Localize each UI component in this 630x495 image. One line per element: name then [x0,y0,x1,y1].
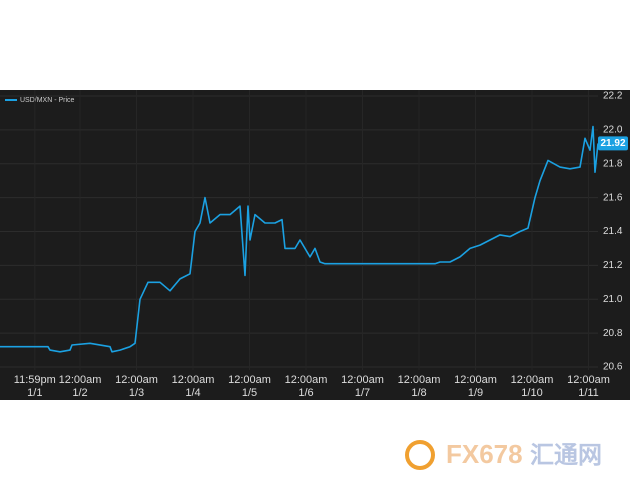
x-tick-label: 12:00am [454,374,497,386]
x-tick-label: 1/2 [72,387,87,399]
x-tick-label: 1/7 [355,387,370,399]
x-tick-label: 1/8 [411,387,426,399]
last-price-label: 21.92 [600,138,625,149]
x-tick-label: 1/3 [129,387,144,399]
chart-background [0,90,630,400]
y-tick-label: 21.0 [603,294,623,305]
y-tick-label: 21.2 [603,260,623,271]
x-tick-label: 12:00am [115,374,158,386]
x-tick-label: 12:00am [511,374,554,386]
y-tick-label: 21.8 [603,158,623,169]
watermark: FX678 汇通网 [405,439,602,470]
last-price-box [598,136,628,151]
watermark-logo [405,440,435,470]
y-tick-label: 22.0 [603,125,623,136]
y-tick-label: 20.6 [603,362,623,373]
price-line [0,125,599,353]
x-tick-label: 1/6 [298,387,313,399]
x-tick-label: 12:00am [172,374,215,386]
x-tick-label: 1/9 [468,387,483,399]
x-tick-label: 12:00am [398,374,441,386]
x-tick-label: 1/10 [521,387,542,399]
x-tick-label: 1/11 [578,387,599,399]
x-tick-label: 1/1 [27,387,42,399]
y-tick-label: 21.4 [603,226,623,237]
legend-label: USD/MXN - Price [20,97,75,104]
x-tick-label: 12:00am [341,374,384,386]
x-tick-label: 12:00am [285,374,328,386]
y-tick-label: 21.6 [603,192,623,203]
x-tick-label: 1/5 [242,387,257,399]
y-tick-label: 20.8 [603,328,623,339]
x-tick-label: 12:00am [567,374,610,386]
x-tick-label: 12:00am [59,374,102,386]
y-tick-label: 22.2 [603,91,623,102]
x-tick-label: 11:59pm [14,374,56,386]
watermark-name: 汇通网 [530,441,602,469]
x-tick-label: 12:00am [228,374,271,386]
watermark-brand: FX678 [446,439,523,469]
x-tick-label: 1/4 [185,387,200,399]
